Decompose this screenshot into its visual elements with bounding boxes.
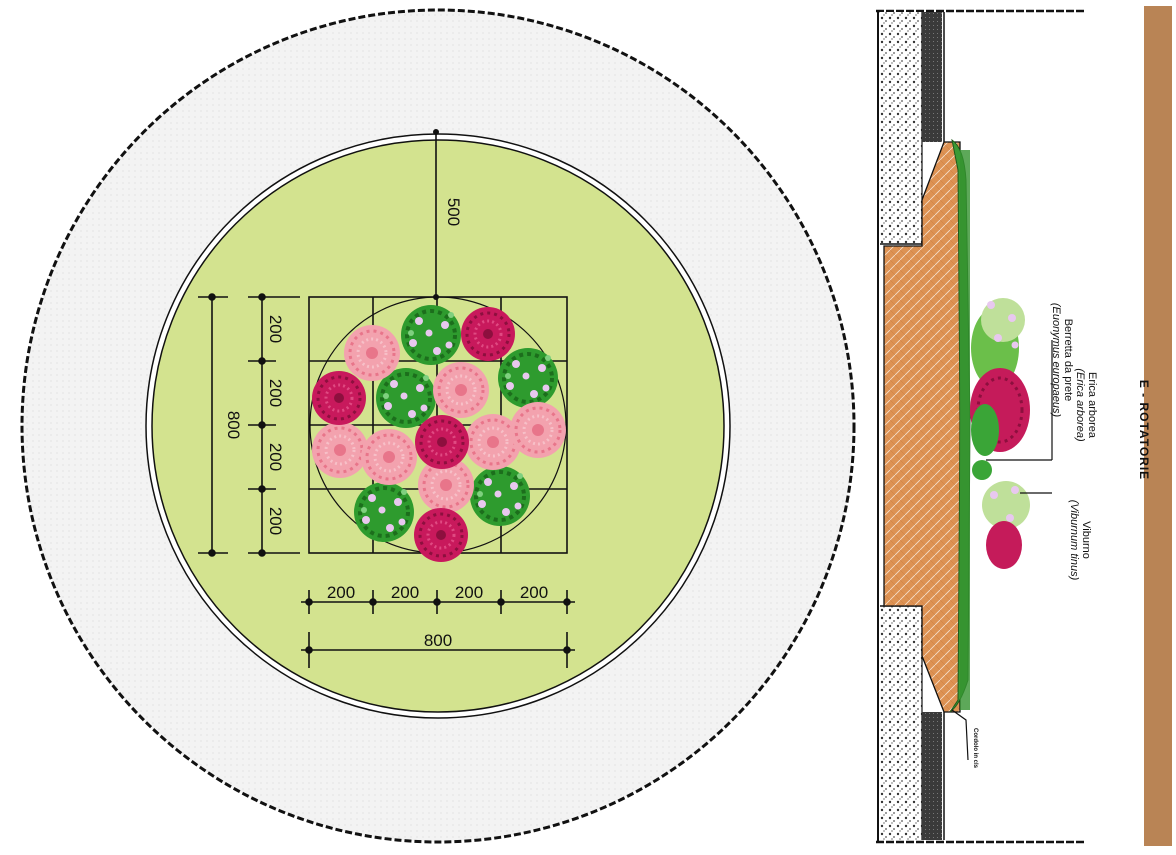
green-flowering-shrub-icon (496, 346, 560, 410)
section-view: Erica arborea (Erica arborea) Berretta d… (876, 9, 1098, 844)
section-shrubs (970, 298, 1030, 569)
soil-mound (883, 141, 961, 713)
gravel-layer-bottom (880, 606, 922, 840)
label-berretta-latin: (Euonymus europaeus) (1050, 303, 1062, 418)
sidebar: E - ROTATORIE (1137, 6, 1172, 846)
label-erica: Erica arborea (1086, 372, 1098, 439)
dim-label-v-seg-2: 200 (266, 379, 285, 407)
asphalt-bottom (922, 712, 942, 840)
green-flowering-shrub-icon (352, 480, 416, 544)
magenta-shrub-icon (986, 521, 1022, 569)
dimension-horizontal-800 (301, 632, 575, 668)
dim-label-vertical-800: 800 (224, 411, 243, 439)
pink-shrub-icon (508, 400, 568, 460)
dimension-horizontal-segments (301, 590, 575, 614)
green-flowering-shrub-icon (468, 464, 532, 528)
leader-lines (951, 340, 1053, 761)
label-erica-latin: (Erica arborea) (1074, 368, 1086, 442)
green-flowering-shrub-icon (399, 303, 463, 367)
magenta-shrub-icon (310, 369, 368, 427)
dim-label-v-seg-4: 200 (266, 507, 285, 535)
label-viburno-latin: (Viburnum tinus) (1068, 500, 1080, 581)
dim-label-h-seg-3: 200 (455, 583, 483, 602)
dim-label-h-seg-2: 200 (391, 583, 419, 602)
asphalt-top (922, 12, 942, 142)
dimension-vertical-800 (198, 293, 228, 557)
dimension-vertical-segments (248, 293, 300, 557)
dim-label-horizontal-800: 800 (424, 631, 452, 650)
pink-shrub-icon (359, 427, 419, 487)
sidebar-strip (1144, 6, 1172, 846)
dim-label-v-seg-1: 200 (266, 315, 285, 343)
label-cordolo: Cordolo in cls (972, 728, 978, 769)
plan-view: 500 800 200 200 200 200 (20, 8, 856, 844)
magenta-shrub-icon (459, 305, 517, 363)
green-flowering-shrub-icon (981, 298, 1025, 342)
dim-label-v-seg-3: 200 (266, 443, 285, 471)
dimension-500: 500 (433, 129, 463, 300)
pink-shrub-icon (431, 360, 491, 420)
pink-shrub-icon (310, 420, 370, 480)
label-berretta: Berretta da prete (1062, 319, 1074, 402)
dim-label-500: 500 (444, 198, 463, 226)
magenta-shrub-icon (413, 413, 471, 471)
magenta-shrub-icon (412, 506, 470, 564)
pink-shrub-icon (342, 323, 402, 383)
sidebar-title: E - ROTATORIE (1137, 380, 1151, 480)
dim-label-h-seg-1: 200 (327, 583, 355, 602)
dim-label-h-seg-4: 200 (520, 583, 548, 602)
gravel-layer-top (880, 12, 922, 244)
label-viburno: Viburno (1080, 521, 1092, 559)
